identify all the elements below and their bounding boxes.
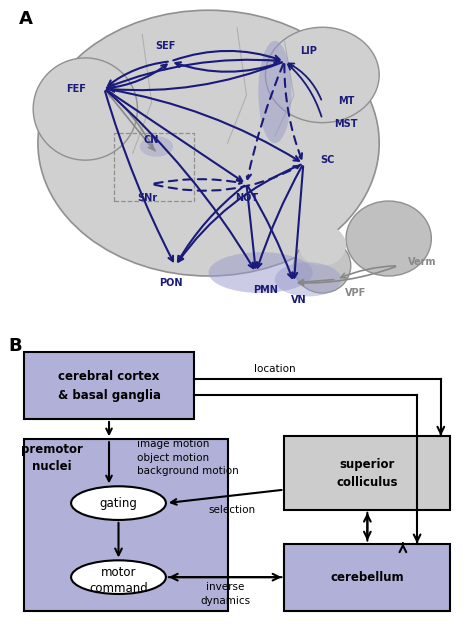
FancyArrowPatch shape: [246, 64, 283, 179]
Text: superior: superior: [340, 458, 395, 471]
Text: PON: PON: [159, 278, 182, 288]
Ellipse shape: [209, 252, 313, 293]
Text: cerebellum: cerebellum: [330, 570, 404, 584]
Ellipse shape: [294, 239, 351, 293]
FancyArrowPatch shape: [105, 91, 173, 261]
Text: Verm: Verm: [408, 257, 436, 268]
FancyArrowPatch shape: [178, 186, 244, 261]
Text: gating: gating: [100, 497, 137, 510]
FancyArrowPatch shape: [438, 427, 444, 434]
Text: background motion: background motion: [137, 466, 239, 476]
Text: premotor: premotor: [21, 443, 83, 456]
Ellipse shape: [38, 10, 379, 276]
Text: dynamics: dynamics: [200, 596, 250, 606]
FancyBboxPatch shape: [284, 543, 450, 611]
Text: image motion: image motion: [137, 439, 210, 449]
FancyArrowPatch shape: [155, 179, 241, 185]
Text: SEF: SEF: [156, 41, 176, 51]
FancyArrowPatch shape: [175, 62, 282, 72]
FancyArrowPatch shape: [173, 51, 280, 61]
Ellipse shape: [71, 487, 166, 520]
Ellipse shape: [265, 27, 379, 122]
Text: LIP: LIP: [300, 46, 317, 56]
FancyArrowPatch shape: [171, 574, 282, 581]
Text: motor: motor: [101, 565, 136, 579]
FancyArrowPatch shape: [108, 91, 155, 151]
FancyBboxPatch shape: [284, 436, 450, 510]
FancyArrowPatch shape: [364, 512, 371, 538]
Text: SC: SC: [320, 155, 334, 165]
FancyArrowPatch shape: [107, 64, 167, 88]
FancyArrowPatch shape: [107, 90, 242, 181]
Ellipse shape: [275, 262, 341, 297]
Text: FEF: FEF: [66, 83, 86, 93]
FancyArrowPatch shape: [257, 166, 302, 268]
Text: MST: MST: [334, 119, 358, 129]
Text: inverse: inverse: [206, 582, 244, 593]
Text: colliculus: colliculus: [337, 476, 398, 490]
Text: VN: VN: [291, 295, 306, 305]
FancyArrowPatch shape: [400, 543, 406, 552]
Ellipse shape: [299, 225, 346, 266]
Text: nuclei: nuclei: [32, 459, 72, 473]
FancyArrowPatch shape: [248, 186, 293, 278]
Text: & basal ganglia: & basal ganglia: [57, 389, 161, 402]
Text: SNr: SNr: [137, 192, 157, 203]
Ellipse shape: [71, 560, 166, 594]
Ellipse shape: [346, 201, 431, 276]
FancyBboxPatch shape: [24, 439, 228, 611]
FancyArrowPatch shape: [178, 165, 301, 262]
FancyArrowPatch shape: [106, 91, 154, 150]
FancyArrowPatch shape: [169, 574, 279, 581]
FancyArrowPatch shape: [247, 187, 257, 268]
Text: PMN: PMN: [253, 285, 278, 295]
Text: selection: selection: [209, 505, 256, 515]
FancyArrowPatch shape: [299, 267, 396, 286]
Text: location: location: [254, 363, 296, 374]
Text: VPF: VPF: [345, 288, 366, 298]
Text: cerebral cortex: cerebral cortex: [58, 370, 160, 384]
Text: CN: CN: [144, 134, 159, 144]
Text: MT: MT: [338, 95, 354, 105]
FancyArrowPatch shape: [414, 534, 420, 542]
FancyArrowPatch shape: [292, 167, 303, 278]
FancyArrowPatch shape: [288, 64, 321, 117]
FancyArrowPatch shape: [155, 166, 299, 191]
FancyArrowPatch shape: [108, 62, 168, 85]
Text: NOT: NOT: [235, 192, 258, 203]
Ellipse shape: [140, 136, 173, 156]
FancyArrowPatch shape: [364, 515, 371, 541]
FancyArrowPatch shape: [289, 64, 321, 100]
Text: object motion: object motion: [137, 452, 210, 463]
Ellipse shape: [258, 41, 292, 143]
FancyArrowPatch shape: [341, 266, 395, 278]
FancyArrowPatch shape: [284, 64, 302, 159]
FancyArrowPatch shape: [107, 89, 299, 161]
Text: command: command: [89, 582, 148, 596]
FancyArrowPatch shape: [107, 58, 279, 88]
FancyArrowPatch shape: [115, 522, 122, 555]
FancyArrowPatch shape: [106, 90, 254, 268]
Text: B: B: [9, 336, 22, 355]
FancyArrowPatch shape: [299, 280, 334, 285]
Text: A: A: [19, 10, 33, 28]
FancyArrowPatch shape: [109, 62, 282, 92]
Ellipse shape: [33, 58, 137, 160]
FancyBboxPatch shape: [24, 351, 194, 419]
